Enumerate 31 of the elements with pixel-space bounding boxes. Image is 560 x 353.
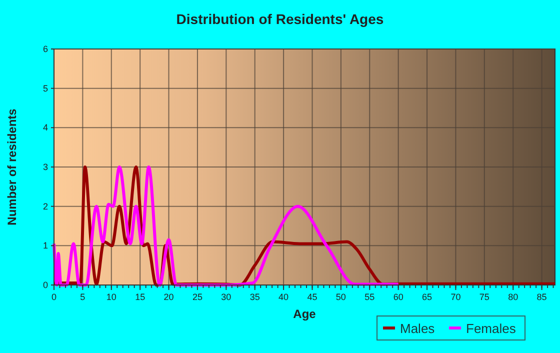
- y-tick-label: 1: [42, 240, 48, 251]
- x-tick-label: 40: [278, 292, 289, 302]
- line-series: [52, 166, 400, 286]
- x-tick-label: 65: [422, 292, 432, 302]
- x-tick-label: 85: [536, 292, 547, 302]
- x-tick-label: 0: [51, 292, 57, 302]
- x-tick-label: 10: [106, 292, 116, 302]
- x-tick-label: 50: [336, 292, 346, 302]
- legend-label: Females: [466, 321, 516, 336]
- x-tick-label: 60: [393, 292, 404, 302]
- x-tick-label: 25: [192, 292, 202, 302]
- y-tick-label: 6: [42, 44, 48, 54]
- x-tick-label: 5: [80, 292, 86, 302]
- y-tick-label: 3: [42, 162, 48, 172]
- x-tick-label: 20: [164, 292, 174, 302]
- legend-label: Males: [400, 321, 436, 336]
- x-tick-label: 55: [364, 292, 375, 302]
- chart-title: Distribution of Residents' Ages: [176, 11, 384, 27]
- x-axis-title: Age: [293, 307, 316, 321]
- y-tick-label: 5: [42, 83, 48, 94]
- y-tick-label: 0: [42, 280, 48, 290]
- x-tick-label: 35: [250, 292, 260, 302]
- x-tick-label: 75: [479, 292, 490, 302]
- y-tick-label: 2: [42, 201, 48, 212]
- x-tick-label: 15: [135, 292, 146, 302]
- x-tick-label: 70: [450, 292, 461, 302]
- x-tick-label: 80: [508, 292, 518, 302]
- x-tick-label: 30: [221, 292, 232, 302]
- y-tick-label: 4: [42, 122, 48, 133]
- x-tick-label: 45: [307, 292, 318, 302]
- y-axis-title: Number of residents: [5, 108, 19, 226]
